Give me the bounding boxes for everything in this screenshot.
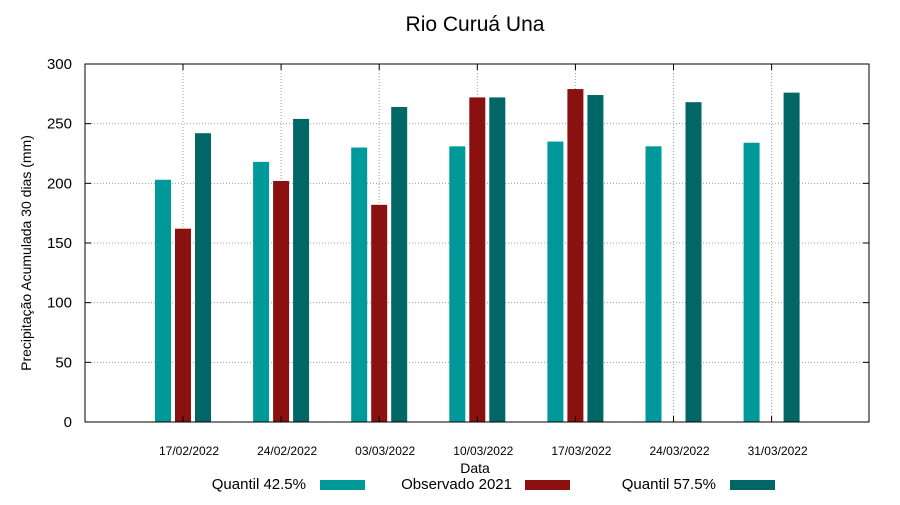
bar-1 <box>645 146 662 422</box>
bar-2 <box>567 89 584 422</box>
bar-1 <box>253 161 270 422</box>
bar-1 <box>155 179 171 422</box>
bar-2 <box>371 204 388 422</box>
y-axis-label: Precipitação Acumulada 30 dias (mm) <box>18 135 34 371</box>
y-tick-label: 50 <box>55 354 72 371</box>
bar-1 <box>351 147 368 423</box>
bar-3 <box>293 118 310 422</box>
legend-label: Quantil 57.5% <box>622 476 716 493</box>
bar-2 <box>469 97 486 422</box>
legend: Quantil 42.5% Observado 2021 Quantil 57.5% <box>212 476 775 493</box>
bar-3 <box>195 133 211 423</box>
bar-3 <box>783 92 800 422</box>
legend-label: Observado 2021 <box>401 476 512 493</box>
x-tick-label: 03/03/2022 <box>355 444 415 458</box>
bar-1 <box>449 146 466 422</box>
x-tick-label: 24/02/2022 <box>257 444 317 458</box>
legend-label: Quantil 42.5% <box>212 476 306 493</box>
legend-swatch <box>525 480 570 490</box>
x-tick-label: 31/03/2022 <box>748 444 808 458</box>
y-tick-label: 300 <box>47 56 72 73</box>
x-tick-label: 24/03/2022 <box>649 444 709 458</box>
x-tick-label: 17/02/2022 <box>159 444 219 458</box>
bar-2 <box>175 228 191 422</box>
y-tick-label: 150 <box>47 235 72 252</box>
legend-swatch <box>730 480 775 490</box>
legend-swatch <box>320 480 365 490</box>
chart-title: Rio Curuá Una <box>406 13 545 36</box>
y-tick-label: 200 <box>47 175 72 192</box>
x-tick-label: 17/03/2022 <box>551 444 611 458</box>
bar-3 <box>587 95 604 422</box>
bar-3 <box>489 97 506 422</box>
ticks-layer: 0 50 100 150 200 250 300 17/02/2022 24/02/2022 03… <box>47 56 869 458</box>
y-tick-label: 0 <box>64 414 72 431</box>
bars-layer <box>155 89 800 423</box>
bar-1 <box>743 142 760 422</box>
bar-2 <box>273 180 290 422</box>
bar-3 <box>685 102 702 422</box>
x-tick-label: 10/03/2022 <box>453 444 513 458</box>
x-axis-label: Data <box>460 460 490 476</box>
bar-1 <box>547 141 564 423</box>
y-tick-label: 100 <box>47 295 72 312</box>
bar-3 <box>391 106 408 423</box>
y-tick-label: 250 <box>47 116 72 133</box>
